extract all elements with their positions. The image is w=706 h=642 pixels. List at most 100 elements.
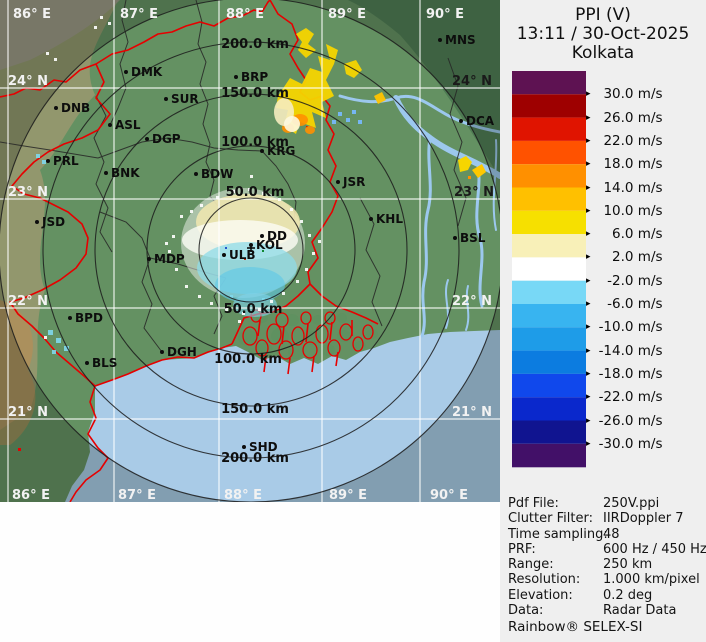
legend-entry: ▸ -30.0 m/s (586, 436, 702, 452)
city-label-sur: SUR (171, 92, 199, 106)
ring-label-100-top: 100.0 km (221, 135, 289, 150)
legend-tick-arrow: ▸ (586, 416, 591, 426)
meta-label: Elevation: (508, 587, 573, 603)
colorbar-swatch (512, 304, 586, 328)
city-label-mns: MNS (445, 33, 476, 47)
meta-row-time-sampling: Time sampling:48 (508, 527, 704, 542)
ring-labels: 200.0 km 150.0 km 100.0 km 50.0 km 50.0 … (214, 37, 289, 466)
terrain-nw-gray (0, 0, 120, 70)
lat-label-right-24: 24° N (452, 74, 492, 89)
legend-entry-label: 2.0 m/s (612, 249, 663, 265)
lon-label-top-89: 89° E (328, 7, 366, 22)
meta-value: 1.000 km/pixel (603, 572, 700, 588)
lon-label-top-87: 87° E (120, 7, 158, 22)
city-label-mdp: MDP (154, 252, 185, 266)
info-panel: PPI (V) 13:11 / 30-Oct-2025 Kolkata ▸ 30.… (500, 0, 706, 642)
ring-label-200-bottom: 200.0 km (221, 451, 289, 466)
legend-entry-label: 26.0 m/s (603, 110, 663, 126)
legend-entry: ▸ -26.0 m/s (586, 413, 702, 429)
city-label-dnb: DNB (61, 101, 90, 115)
city-label-bdw: BDW (201, 167, 233, 181)
software-brand: Rainbow® SELEX-SI (508, 619, 643, 635)
ring-label-150-top: 150.0 km (221, 86, 289, 101)
lat-label-right-23: 23° N (454, 185, 494, 200)
legend-entry: ▸ 6.0 m/s (586, 226, 702, 242)
meta-row-resolution: Resolution: 1.000 km/pixel (508, 572, 704, 587)
lat-label-left-24: 24° N (8, 74, 48, 89)
product-title: PPI (V) (575, 5, 631, 25)
meta-label: Resolution: (508, 572, 581, 588)
lon-label-top-90: 90° E (426, 7, 464, 22)
legend-entry: ▸ 30.0 m/s (586, 86, 702, 102)
legend-tick-arrow: ▸ (586, 229, 591, 239)
terrain-west-plateau (0, 0, 118, 430)
meta-value: 250 km (603, 557, 653, 573)
legend-tick-arrow: ▸ (586, 252, 591, 262)
legend-tick-arrow: ▸ (586, 183, 591, 193)
colorbar-swatch (512, 327, 586, 351)
colorbar-swatch (512, 350, 586, 374)
lon-label-bottom-90: 90° E (430, 488, 468, 502)
city-label-dd: DD (267, 229, 287, 243)
legend-tick-arrow: ▸ (586, 392, 591, 402)
legend-entry-label: -6.0 m/s (607, 296, 663, 312)
city-label-bnk: BNK (111, 166, 140, 180)
meta-value: 250V.ppi (603, 496, 660, 511)
range-dim-overlay (0, 0, 503, 502)
legend-tick-arrow: ▸ (586, 322, 591, 332)
station-name: Kolkata (571, 43, 635, 63)
meta-row-range: Range: 250 km (508, 557, 704, 572)
legend-tick-arrow: ▸ (586, 299, 591, 309)
legend-entry-label: 14.0 m/s (603, 180, 663, 196)
lat-label-right-22: 22° N (452, 294, 492, 309)
legend-entry: ▸ -14.0 m/s (586, 343, 702, 359)
grid-labels: 86° E 87° E 88° E 89° E 90° E 86° E 87° … (8, 7, 494, 503)
colorbar-swatch (512, 280, 586, 304)
colorbar-swatch (512, 140, 586, 165)
legend-entry: ▸ -18.0 m/s (586, 366, 702, 382)
city-label-dgh: DGH (167, 345, 197, 359)
legend-entry: ▸ -6.0 m/s (586, 296, 702, 312)
lon-label-bottom-88: 88° E (224, 488, 262, 502)
meta-row-clutter-filter: Clutter Filter: IIRDoppler 7 (508, 511, 704, 526)
legend-tick-arrow: ▸ (586, 113, 591, 123)
lat-label-left-23: 23° N (8, 185, 48, 200)
panel-header: PPI (V) 13:11 / 30-Oct-2025 Kolkata (500, 6, 706, 63)
legend-tick-arrow: ▸ (586, 206, 591, 216)
legend-entry: ▸ 26.0 m/s (586, 110, 702, 126)
meta-label: Time sampling: (508, 526, 608, 542)
city-labels: DMK BRP SUR DNB ASL DGP KRG PRL BNK BDW … (41, 33, 495, 454)
city-label-asl: ASL (115, 118, 141, 132)
meta-row-pdf-file: Pdf File: 250V.ppi (508, 496, 704, 511)
velocity-colorbar (512, 71, 586, 468)
city-label-ulb: ULB (229, 248, 256, 262)
legend-entry-label: -18.0 m/s (598, 366, 663, 382)
lon-label-top-88: 88° E (226, 7, 264, 22)
legend-entry-label: 22.0 m/s (603, 133, 663, 149)
meta-value: 600 Hz / 450 Hz (603, 541, 706, 557)
legend-entry-label: -22.0 m/s (598, 389, 663, 405)
ring-label-100-bottom: 100.0 km (214, 352, 282, 367)
legend-tick-arrow: ▸ (586, 439, 591, 449)
city-label-kol: KOL (256, 238, 283, 252)
ring-label-50-top: 50.0 km (226, 185, 285, 200)
lat-label-left-22: 22° N (8, 294, 48, 309)
terrain-sw-brown (0, 300, 36, 445)
legend-entry-label: -30.0 m/s (598, 436, 663, 452)
colorbar-swatch (512, 117, 586, 141)
legend-entry-label: -14.0 m/s (598, 343, 663, 359)
meta-label: Range: (508, 557, 554, 573)
legend-entry-label: -10.0 m/s (598, 319, 663, 335)
legend-entry-label: 30.0 m/s (603, 86, 663, 102)
legend-entry-label: 18.0 m/s (603, 156, 663, 172)
meta-label: PRF: (508, 541, 536, 557)
city-label-dmk: DMK (131, 65, 163, 79)
radar-map: DMK BRP SUR DNB ASL DGP KRG PRL BNK BDW … (0, 0, 504, 503)
city-label-jsr: JSR (342, 175, 365, 189)
legend-tick-arrow: ▸ (586, 136, 591, 146)
legend-entry: ▸ -10.0 m/s (586, 319, 702, 335)
legend-tick-arrow: ▸ (586, 89, 591, 99)
bottom-margin (0, 502, 500, 642)
city-label-bsl: BSL (460, 231, 486, 245)
